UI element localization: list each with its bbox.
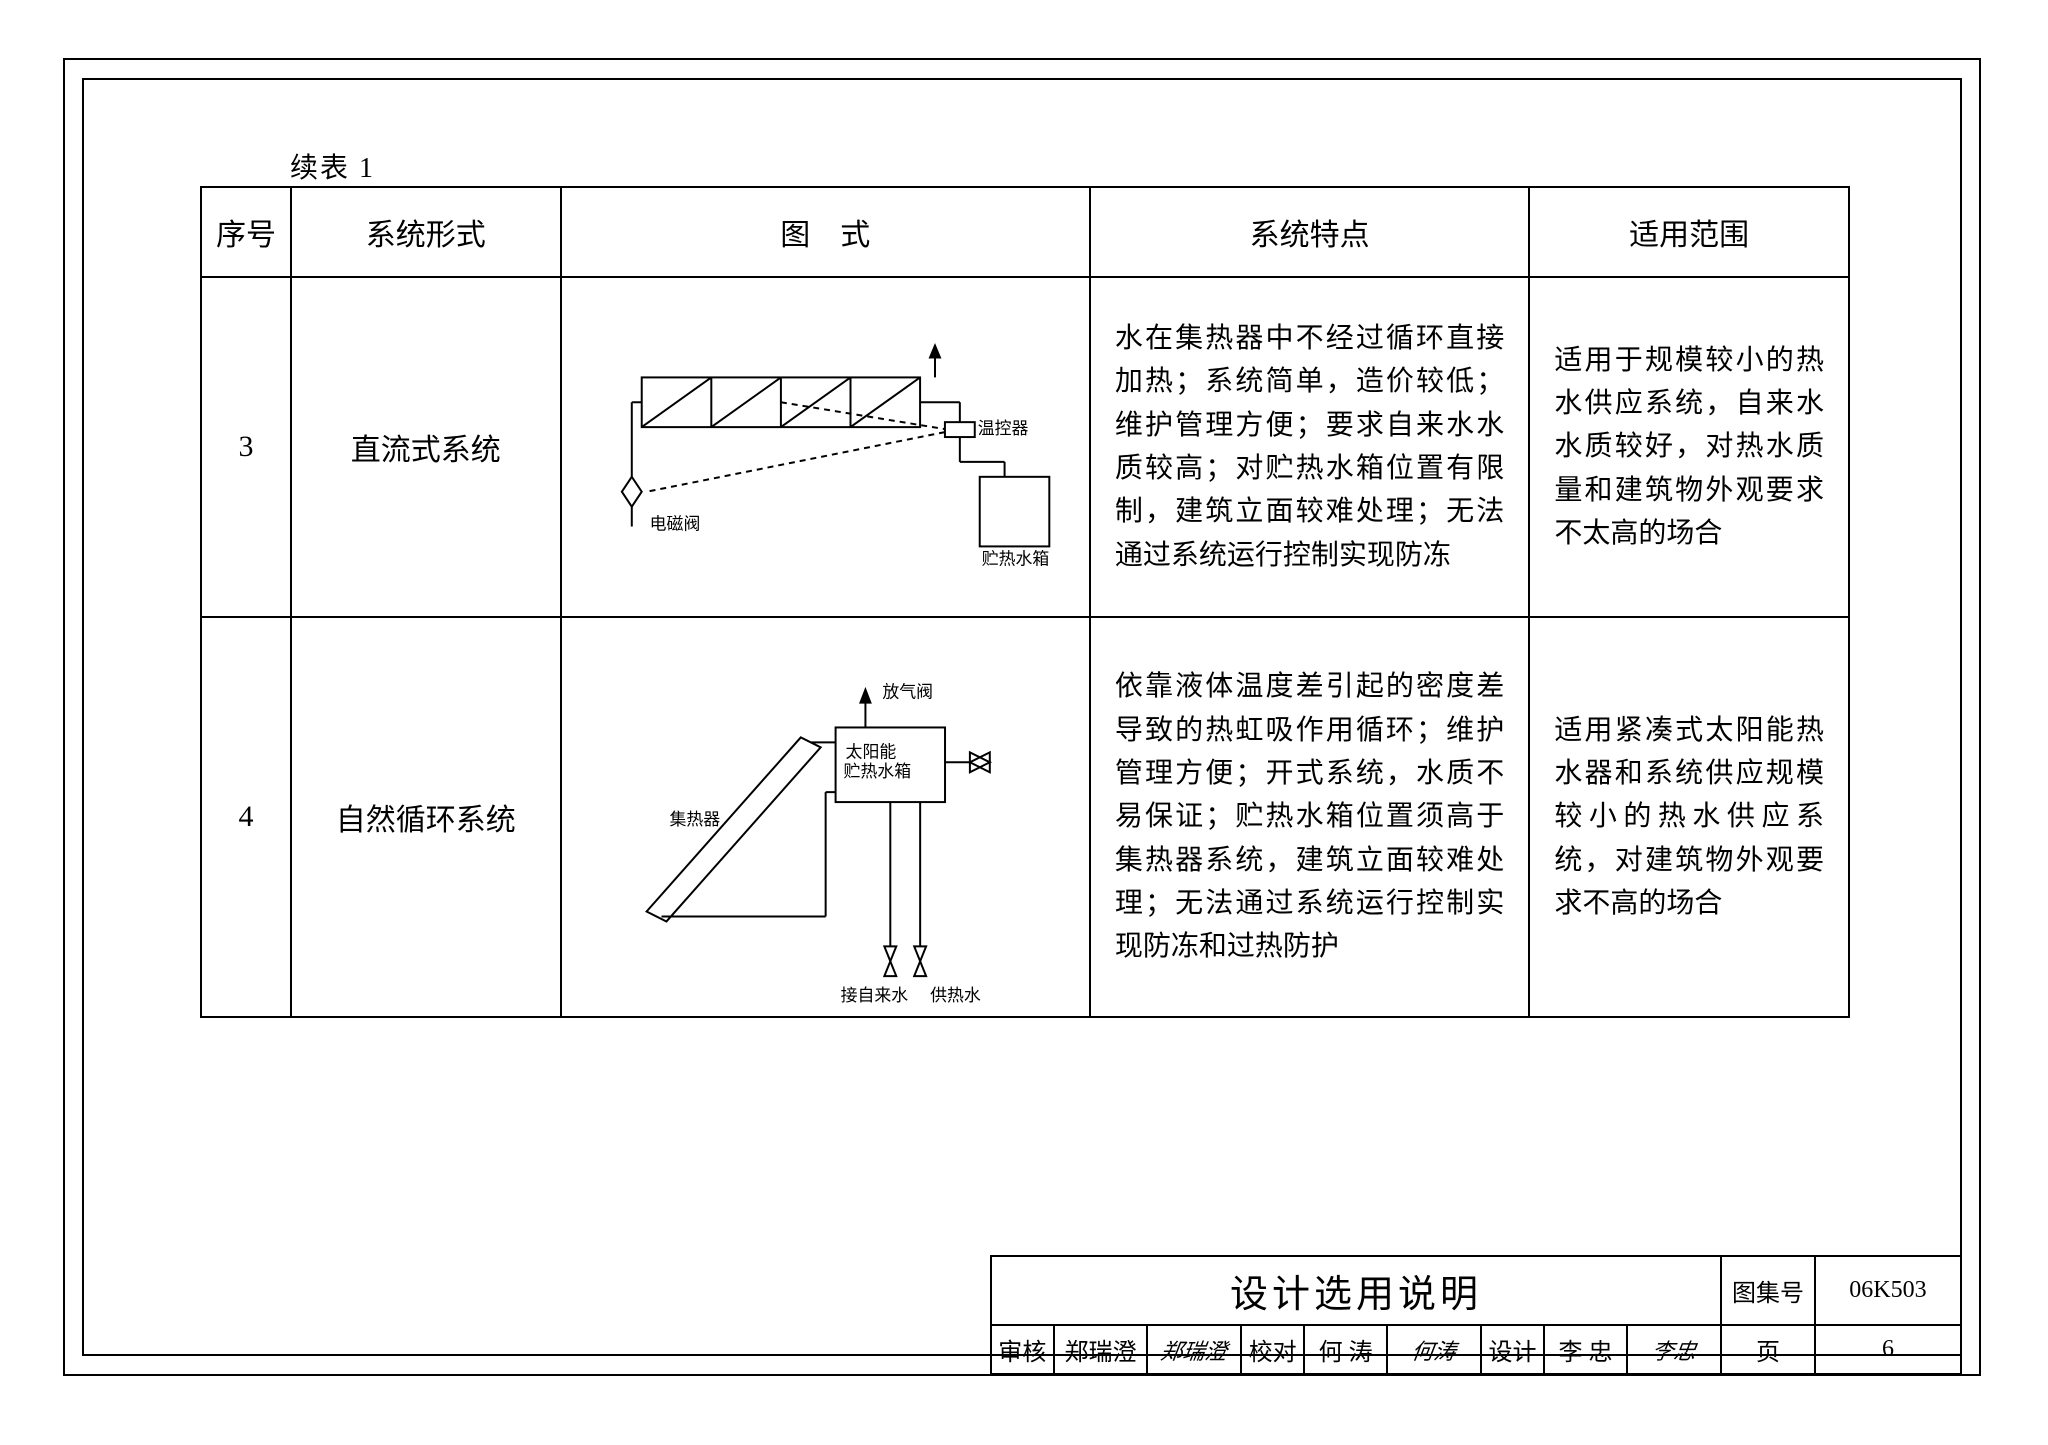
review-label: 审核 [991, 1325, 1054, 1374]
table-row: 3 直流式系统 [201, 277, 1849, 617]
header-type: 系统形式 [291, 187, 561, 277]
label-collector: 集热器 [669, 810, 720, 829]
label-inlet: 接自来水 [840, 986, 908, 1005]
label-outlet: 供热水 [930, 986, 981, 1005]
designer: 李 忠 [1544, 1325, 1627, 1374]
row-features: 依靠液体温度差引起的密度差导致的热虹吸作用循环；维护管理方便；开式系统，水质不易… [1090, 617, 1529, 1017]
diagram-natural-circulation: 放气阀 太阳能 贮热水箱 集热器 接自来水 供热水 [562, 618, 1089, 1016]
row-type: 直流式系统 [291, 277, 561, 617]
header-scope: 适用范围 [1529, 187, 1849, 277]
row-features: 水在集热器中不经过循环直接加热；系统简单，造价较低；维护管理方便；要求自来水水质… [1090, 277, 1529, 617]
header-feat: 系统特点 [1090, 187, 1529, 277]
header-fig: 图 式 [561, 187, 1090, 277]
row-figure-cell: 温控器 贮热水箱 电磁阀 [561, 277, 1090, 617]
page-label: 页 [1721, 1325, 1815, 1374]
label-airvalve: 放气阀 [882, 683, 933, 702]
row-scope: 适用于规模较小的热水供应系统，自来水水质较好，对热水质量和建筑物外观要求不太高的… [1529, 277, 1849, 617]
label-solartank-1: 太阳能 [845, 742, 896, 761]
design-label: 设计 [1481, 1325, 1544, 1374]
main-table: 序号 系统形式 图 式 系统特点 适用范围 3 直流式系统 [200, 186, 1850, 1018]
checker: 何 涛 [1304, 1325, 1387, 1374]
title-main: 设计选用说明 [991, 1256, 1721, 1325]
diagram-direct-flow: 温控器 贮热水箱 电磁阀 [562, 278, 1089, 616]
page-no: 6 [1815, 1325, 1961, 1374]
row-idx: 4 [201, 617, 291, 1017]
table-caption: 续表 1 [290, 146, 375, 186]
reviewer-sig: 郑瑞澄 [1147, 1325, 1241, 1374]
label-solartank-2: 贮热水箱 [843, 762, 911, 781]
header-idx: 序号 [201, 187, 291, 277]
row-type: 自然循环系统 [291, 617, 561, 1017]
title-block: 设计选用说明 图集号 06K503 审核 郑瑞澄 郑瑞澄 校对 何 涛 何涛 设… [990, 1255, 1962, 1375]
designer-sig: 李忠 [1627, 1325, 1721, 1374]
row-figure-cell: 放气阀 太阳能 贮热水箱 集热器 接自来水 供热水 [561, 617, 1090, 1017]
table-row: 4 自然循环系统 [201, 617, 1849, 1017]
label-valve: 电磁阀 [649, 515, 700, 534]
check-label: 校对 [1241, 1325, 1304, 1374]
set-no: 06K503 [1815, 1256, 1961, 1325]
row-idx: 3 [201, 277, 291, 617]
reviewer: 郑瑞澄 [1054, 1325, 1148, 1374]
header-row: 序号 系统形式 图 式 系统特点 适用范围 [201, 187, 1849, 277]
label-tank: 贮热水箱 [981, 549, 1049, 568]
label-controller: 温控器 [977, 419, 1028, 438]
checker-sig: 何涛 [1387, 1325, 1481, 1374]
set-label: 图集号 [1721, 1256, 1815, 1325]
row-scope: 适用紧凑式太阳能热水器和系统供应规模较小的热水供应系统，对建筑物外观要求不高的场… [1529, 617, 1849, 1017]
